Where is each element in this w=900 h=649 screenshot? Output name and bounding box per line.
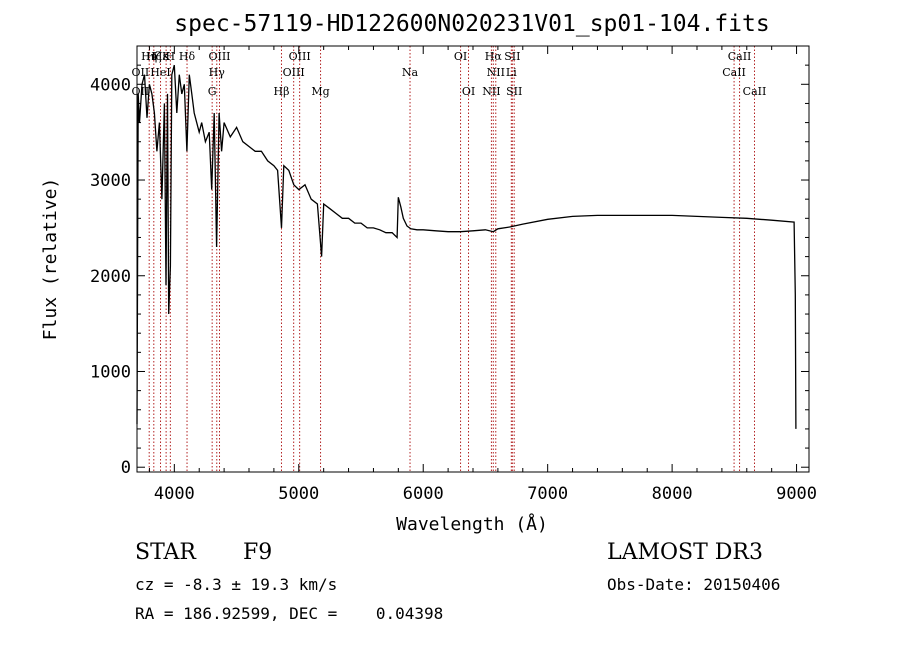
line-marker-label: NII: [487, 66, 505, 79]
x-tick-label: 8000: [652, 484, 693, 504]
line-marker-label: Li: [506, 66, 517, 79]
line-marker-label: CaII: [722, 66, 746, 79]
line-marker-label: OII: [132, 66, 150, 79]
y-axis-label: Flux (relative): [40, 178, 61, 341]
line-marker-label: OIII: [208, 50, 230, 63]
redshift-info: cz = -8.3 ± 19.3 km/s: [135, 575, 338, 594]
line-marker-label: HeI: [150, 66, 170, 79]
chart-title: spec-57119-HD122600N020231V01_sp01-104.f…: [174, 11, 769, 37]
plot-frame: [136, 45, 810, 473]
line-marker-label: K: [162, 50, 171, 63]
y-axis: 0 1000 2000 3000 4000: [90, 45, 809, 478]
line-marker-label: Hζ: [146, 50, 162, 63]
line-marker-label: OIII: [289, 50, 311, 63]
line-marker-label: H: [166, 50, 176, 63]
line-marker-label: Hγ: [209, 66, 226, 79]
line-marker-label: OI: [454, 50, 467, 63]
line-marker-label: NII: [482, 85, 500, 98]
x-tick-label: 5000: [278, 484, 319, 504]
line-marker-label: Hβ: [274, 85, 290, 98]
line-marker-label: Hδ: [179, 50, 196, 63]
line-marker-label: CaII: [743, 85, 767, 98]
line-marker-label: OII: [132, 85, 150, 98]
line-marker-label: G: [208, 85, 217, 98]
spectral-line-markers: [148, 46, 755, 472]
y-tick-label: 3000: [90, 171, 131, 191]
line-marker-label: OI: [462, 85, 475, 98]
x-tick-label: 7000: [527, 484, 568, 504]
y-tick-label: 2000: [90, 267, 131, 287]
y-tick-label: 4000: [90, 75, 131, 95]
object-class: STAR: [135, 540, 196, 565]
x-tick-label: 6000: [403, 484, 444, 504]
survey-name: LAMOST DR3: [607, 540, 763, 565]
line-marker-label: Na: [402, 66, 419, 79]
line-marker-label: OIII: [283, 66, 305, 79]
line-marker-label: Hα: [485, 50, 503, 63]
x-tick-label: 4000: [154, 484, 195, 504]
line-marker-label: Hε: [153, 50, 169, 63]
coordinates: RA = 186.92599, DEC = 0.04398: [135, 604, 444, 623]
x-axis: 4000 5000 6000 7000 8000 9000: [148, 46, 817, 504]
x-tick-label: 9000: [776, 484, 817, 504]
line-marker-label: SII: [504, 50, 520, 63]
y-tick-label: 1000: [90, 362, 131, 382]
line-marker-label: SII: [506, 85, 522, 98]
line-marker-label: Mg: [311, 85, 329, 98]
observation-date: Obs-Date: 20150406: [607, 575, 781, 594]
object-subclass: F9: [243, 540, 273, 565]
y-tick-label: 0: [121, 458, 131, 478]
x-axis-label: Wavelength (Å): [396, 513, 548, 535]
line-marker-label: CaII: [728, 50, 752, 63]
spectrum-line: [136, 64, 797, 429]
line-marker-label: Hη: [141, 50, 157, 63]
